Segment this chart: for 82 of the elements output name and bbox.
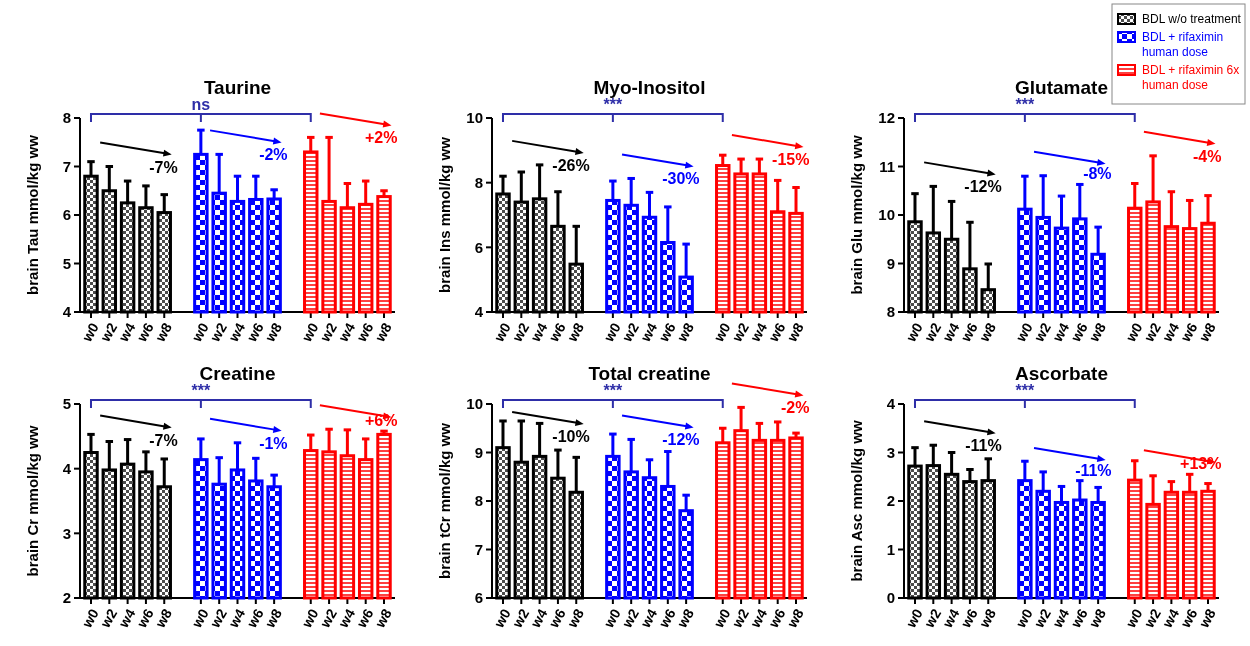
y-tick-label: 7 — [62, 157, 71, 175]
annotation: -7% — [149, 158, 178, 176]
y-tick-label: 10 — [878, 206, 895, 224]
y-axis-title: brain tCr mmol/kg ww — [436, 422, 453, 579]
y-tick-label: 4 — [62, 303, 72, 321]
annotation: -8% — [1083, 165, 1112, 183]
y-axis-title: brain Asc mmol/kg ww — [848, 420, 865, 582]
y-tick-label: 3 — [886, 443, 895, 461]
annotation: -7% — [149, 431, 178, 449]
annotation: -1% — [259, 434, 288, 452]
y-tick-label: 3 — [62, 524, 71, 542]
chart-title: Ascorbate — [1015, 363, 1108, 384]
legend-label: BDL + rifaximin human dose — [1142, 30, 1224, 59]
annotation: -11% — [965, 437, 1002, 455]
annotation: -10% — [552, 428, 590, 445]
x-tick-label: w0 — [188, 605, 212, 631]
y-tick-label: 5 — [62, 395, 71, 413]
y-tick-label: 2 — [886, 492, 895, 510]
legend-label: BDL + rifaximin 6x human dose — [1142, 63, 1240, 92]
y-tick-label: 2 — [62, 589, 71, 607]
y-tick-label: 10 — [466, 109, 483, 127]
x-tick-label: w0 — [78, 319, 102, 345]
y-tick-label: 10 — [466, 395, 483, 413]
y-axis-title: brain Ins mmol/kg ww — [436, 136, 453, 293]
y-tick-label: 1 — [886, 540, 895, 558]
annotation: +2% — [365, 129, 398, 147]
x-tick-label: w0 — [188, 319, 212, 345]
y-tick-label: 5 — [62, 254, 71, 272]
annotation: -30% — [662, 170, 700, 188]
x-tick-label: w0 — [297, 605, 322, 631]
x-tick-label: w0 — [490, 605, 514, 631]
x-tick-label: w0 — [1012, 319, 1036, 345]
annotation: -11% — [1075, 461, 1112, 479]
y-axis-title: brain Glu mmol/kg ww — [848, 135, 865, 295]
annotation: -26% — [552, 156, 590, 174]
annotation: -12% — [662, 431, 700, 449]
x-tick-label: w0 — [297, 319, 322, 345]
annotation: -2% — [781, 399, 810, 417]
x-tick-label: w0 — [1012, 605, 1036, 631]
y-tick-label: 8 — [474, 492, 483, 510]
chart-title: Glutamate — [1015, 77, 1108, 98]
x-tick-label: w0 — [1121, 319, 1146, 345]
x-tick-label: w0 — [490, 319, 514, 345]
chart-title: Total creatine — [588, 363, 711, 384]
text: *** — [1015, 382, 1035, 399]
y-tick-label: 6 — [474, 238, 483, 256]
y-tick-label: 9 — [886, 254, 895, 272]
y-tick-label: 8 — [886, 303, 895, 321]
text: *** — [1015, 96, 1035, 113]
y-tick-label: 4 — [474, 303, 484, 321]
chart-title: Taurine — [203, 77, 272, 98]
y-tick-label: 0 — [886, 589, 895, 607]
y-tick-label: 6 — [474, 589, 483, 607]
x-tick-label: w0 — [709, 605, 734, 631]
annotation: -12% — [964, 178, 1002, 196]
y-tick-label: 6 — [62, 206, 71, 224]
x-tick-label: w0 — [78, 605, 102, 631]
annotation: -15% — [772, 151, 810, 169]
y-tick-label: 4 — [62, 459, 72, 477]
text: *** — [603, 382, 623, 399]
annotation: -2% — [259, 146, 288, 164]
y-tick-label: 8 — [62, 109, 71, 127]
y-axis-title: brain Tau mmol/kg ww — [24, 134, 41, 295]
x-tick-label: w0 — [902, 319, 926, 345]
chart-title: Creatine — [199, 363, 276, 384]
chart-title: Myo-Inositol — [593, 77, 706, 98]
y-tick-label: 8 — [474, 173, 483, 191]
x-tick-label: w0 — [600, 319, 624, 345]
y-tick-label: 9 — [474, 443, 483, 461]
y-tick-label: 4 — [886, 395, 896, 413]
x-tick-label: w0 — [1121, 605, 1146, 631]
x-tick-label: w0 — [600, 605, 624, 631]
y-tick-label: 7 — [474, 540, 483, 558]
y-tick-label: 11 — [879, 157, 895, 175]
legend-label: BDL w/o treatment — [1142, 12, 1242, 26]
y-tick-label: 12 — [878, 109, 895, 127]
annotation: -4% — [1193, 147, 1222, 165]
y-axis-title: brain Cr mmol/kg ww — [24, 425, 41, 577]
x-tick-label: w0 — [709, 319, 734, 345]
text: ns — [191, 96, 211, 113]
x-tick-label: w0 — [902, 605, 926, 631]
text: *** — [191, 382, 211, 399]
